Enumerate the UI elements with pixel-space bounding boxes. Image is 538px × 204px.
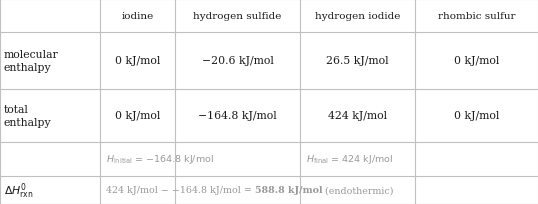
Text: 0 kJ/mol: 0 kJ/mol	[115, 56, 160, 66]
Text: 26.5 kJ/mol: 26.5 kJ/mol	[326, 56, 389, 66]
Text: total
enthalpy: total enthalpy	[4, 105, 52, 127]
Text: 424 kJ/mol − −164.8 kJ/mol =: 424 kJ/mol − −164.8 kJ/mol =	[106, 186, 255, 195]
Text: $H_{\mathregular{final}}$ = 424 kJ/mol: $H_{\mathregular{final}}$ = 424 kJ/mol	[306, 153, 393, 166]
Text: 0 kJ/mol: 0 kJ/mol	[454, 111, 499, 121]
Text: iodine: iodine	[122, 12, 154, 21]
Text: 0 kJ/mol: 0 kJ/mol	[454, 56, 499, 66]
Text: −20.6 kJ/mol: −20.6 kJ/mol	[202, 56, 273, 66]
Text: $\Delta H^0_{\mathregular{rxn}}$: $\Delta H^0_{\mathregular{rxn}}$	[4, 180, 33, 200]
Text: 424 kJ/mol: 424 kJ/mol	[328, 111, 387, 121]
Text: hydrogen sulfide: hydrogen sulfide	[193, 12, 282, 21]
Text: rhombic sulfur: rhombic sulfur	[438, 12, 515, 21]
Text: 588.8 kJ/mol: 588.8 kJ/mol	[255, 186, 322, 195]
Text: hydrogen iodide: hydrogen iodide	[315, 12, 400, 21]
Text: −164.8 kJ/mol: −164.8 kJ/mol	[198, 111, 277, 121]
Text: (endothermic): (endothermic)	[322, 186, 394, 195]
Text: $H_{\mathregular{initial}}$ = −164.8 kJ/mol: $H_{\mathregular{initial}}$ = −164.8 kJ/…	[106, 153, 214, 166]
Text: 0 kJ/mol: 0 kJ/mol	[115, 111, 160, 121]
Text: molecular
enthalpy: molecular enthalpy	[4, 50, 59, 72]
